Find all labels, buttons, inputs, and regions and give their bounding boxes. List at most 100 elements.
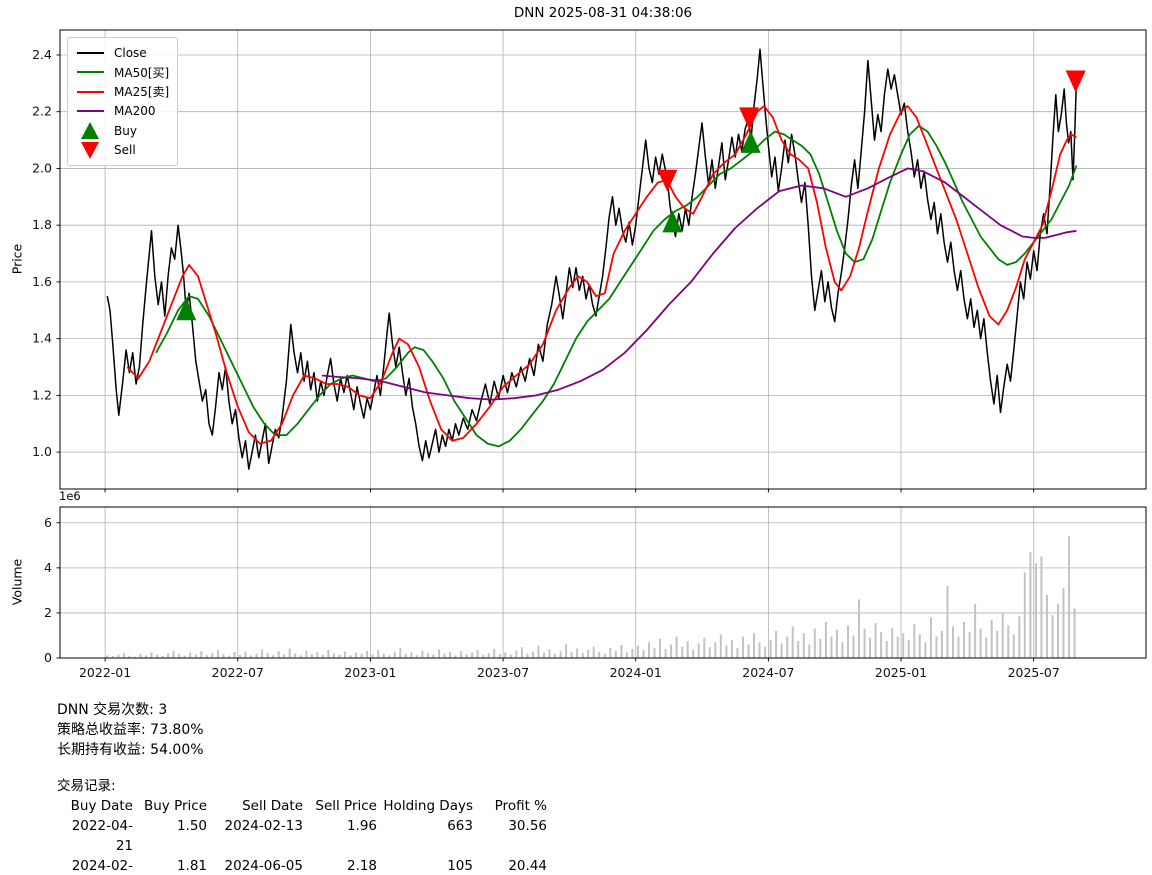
volume-bar: [924, 642, 927, 658]
trade-cell: 2024-06-05: [224, 858, 303, 874]
volume-bar: [543, 652, 545, 658]
volume-bar: [797, 641, 800, 658]
volume-bar: [277, 651, 280, 658]
volume-bar: [974, 603, 977, 658]
volume-bar: [764, 646, 767, 658]
volume-bar: [869, 637, 872, 658]
trade-cell: 2.18: [346, 858, 377, 874]
volume-bar: [443, 653, 446, 658]
volume-bar: [178, 653, 181, 658]
volume-bar: [725, 645, 728, 658]
volume-bar: [659, 638, 661, 658]
volume-bar: [863, 628, 866, 658]
x-tick-label: 2025-07: [1008, 665, 1060, 680]
volume-bar: [156, 654, 159, 658]
volume-bar: [1023, 572, 1026, 658]
volume-axis-label: Volume: [9, 558, 25, 606]
volume-bar: [581, 653, 584, 658]
price-y-tick-label: 2.4: [32, 47, 52, 62]
volume-bar: [145, 655, 147, 658]
volume-bar: [570, 652, 573, 658]
trade-cell: 30.56: [508, 818, 547, 834]
volume-bar: [686, 641, 689, 658]
volume-y-tick-label: 2: [44, 605, 52, 620]
volume-bar: [377, 650, 380, 658]
volume-bar: [769, 640, 772, 658]
sell-marker-icon: [74, 141, 106, 159]
trade-cell: 663: [447, 818, 473, 834]
volume-bar: [216, 650, 219, 658]
volume-bar: [548, 649, 551, 658]
volume-bar: [609, 647, 612, 658]
volume-bar: [907, 640, 910, 658]
ma50-line: [155, 125, 1078, 448]
volume-bar: [902, 633, 905, 658]
volume-bar: [355, 652, 357, 658]
sell-marker: [739, 107, 760, 130]
volume-bar: [858, 599, 860, 658]
volume-bar: [332, 653, 335, 658]
volume-bar: [642, 650, 645, 658]
volume-bar: [780, 643, 783, 658]
trades-header-buy-price: Buy Price: [143, 798, 207, 814]
volume-bar: [327, 649, 330, 658]
volume-bar: [598, 651, 601, 658]
volume-bar: [554, 653, 556, 658]
volume-bar: [730, 640, 733, 658]
volume-bar: [587, 650, 590, 658]
volume-bar: [194, 654, 197, 658]
volume-bar: [1046, 594, 1048, 658]
volume-bar: [824, 621, 827, 658]
volume-bar: [1034, 563, 1037, 658]
volume-bar: [813, 628, 816, 658]
volume-bar: [106, 655, 109, 658]
close-line-swatch: [74, 51, 106, 54]
volume-bar: [719, 634, 722, 658]
volume-bar: [227, 655, 230, 658]
volume-bar: [847, 625, 849, 658]
volume-bar: [117, 654, 120, 658]
volume-panel-border: [59, 506, 1147, 659]
volume-bar: [896, 636, 899, 658]
volume-bar: [122, 653, 125, 658]
trades-header-profit: Profit %: [494, 798, 547, 814]
volume-bar: [1040, 556, 1043, 658]
volume-bar: [1051, 615, 1054, 658]
volume-bar: [288, 648, 291, 658]
chart-svg: 2022-01 2022-07 2023-01 2023-07 2024-01 2024-…: [32, 29, 1147, 680]
volume-offset-label: 1e6: [59, 489, 81, 503]
summary-block: DNN 交易次数: 3 策略总收益率: 73.80% 长期持有收益: 54.00…: [57, 700, 204, 760]
volume-bar: [979, 628, 982, 658]
trades-block: 交易记录: Buy Date Buy Price Sell Date Sell …: [57, 776, 547, 875]
x-tick-label: 2023-07: [477, 665, 529, 680]
volume-bar: [625, 652, 628, 658]
volume-bar: [697, 643, 700, 658]
volume-bar: [692, 649, 695, 658]
trades-caption: 交易记录:: [57, 778, 116, 794]
sell-marker: [1065, 70, 1086, 93]
volume-bar: [482, 654, 485, 658]
trades-header-buy-date: Buy Date: [70, 798, 133, 814]
volume-bar: [708, 647, 711, 658]
volume-bar: [205, 655, 208, 658]
price-y-tick-label: 1.8: [32, 217, 52, 232]
price-y-tick-label: 1.4: [32, 331, 52, 346]
price-panel-border: [59, 29, 1147, 490]
volume-bar: [272, 655, 275, 658]
trade-cell: 105: [447, 858, 473, 874]
volume-bar: [111, 656, 114, 658]
volume-bar: [388, 655, 391, 658]
volume-bar: [526, 653, 529, 658]
trades-rows: 2022-04-21 1.50 2024-02-13 1.96 663 30.56 2024…: [57, 816, 547, 875]
legend-item-ma50: MA50[买]: [74, 63, 169, 83]
volume-bar: [200, 651, 203, 658]
volume-bar: [338, 654, 341, 658]
volume-bar: [631, 649, 634, 658]
volume-bar: [802, 633, 805, 658]
trade-cell: 20.44: [508, 858, 547, 874]
volume-bar: [946, 585, 949, 658]
volume-bar: [758, 642, 761, 658]
volume-bar: [410, 652, 413, 658]
volume-bar: [167, 653, 170, 658]
volume-bar: [1018, 616, 1021, 658]
